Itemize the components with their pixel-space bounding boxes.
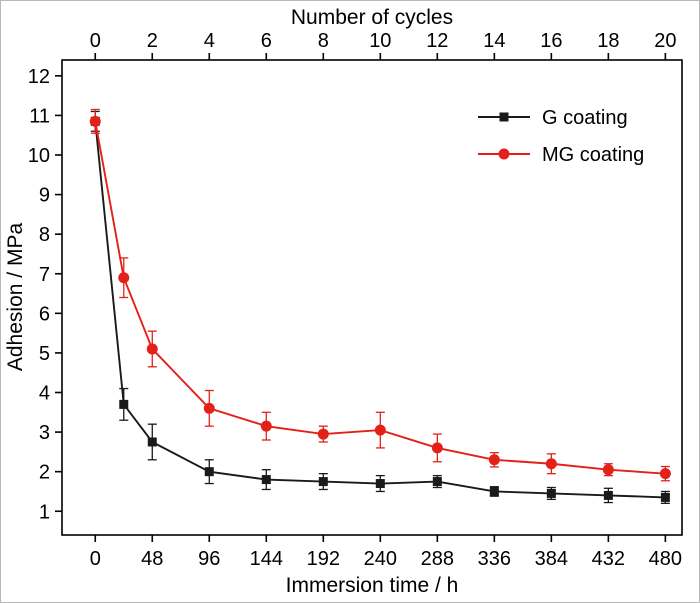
y-tick-label: 11 xyxy=(29,105,50,127)
legend-label: MG coating xyxy=(542,144,644,166)
data-point-marker xyxy=(119,399,129,409)
x-tick-label: 0 xyxy=(90,548,101,570)
y-axis-title: Adhesion / MPa xyxy=(4,223,27,372)
data-point-marker xyxy=(603,490,613,500)
data-point-marker xyxy=(203,402,215,414)
x-tick-label: 192 xyxy=(307,548,340,570)
legend-marker xyxy=(498,148,510,160)
y-tick-label: 6 xyxy=(39,303,50,325)
y-tick-label: 7 xyxy=(39,264,50,286)
top-tick-label: 18 xyxy=(597,30,619,52)
x-tick-label: 432 xyxy=(592,548,625,570)
data-point-marker xyxy=(374,424,386,436)
data-point-marker xyxy=(432,477,442,487)
data-point-marker xyxy=(546,488,556,498)
data-point-marker xyxy=(545,458,557,470)
data-point-marker xyxy=(147,437,157,447)
x-tick-label: 48 xyxy=(141,548,163,570)
x-tick-label: 240 xyxy=(364,548,397,570)
top-tick-label: 16 xyxy=(540,30,562,52)
data-point-marker xyxy=(318,477,328,487)
data-point-marker xyxy=(89,115,101,127)
x-axis-title: Immersion time / h xyxy=(286,574,459,597)
series-line xyxy=(94,121,666,475)
data-point-marker xyxy=(489,486,499,496)
x-tick-label: 288 xyxy=(421,548,454,570)
y-tick-label: 2 xyxy=(39,462,50,484)
top-tick-label: 10 xyxy=(369,30,391,52)
legend-label: G coating xyxy=(542,107,628,129)
x-tick-label: 384 xyxy=(535,548,568,570)
top-tick-label: 20 xyxy=(654,30,676,52)
top-tick-label: 4 xyxy=(204,30,215,52)
top-tick-label: 12 xyxy=(426,30,448,52)
top-tick-label: 8 xyxy=(318,30,329,52)
data-point-marker xyxy=(488,454,500,466)
data-point-marker xyxy=(261,475,271,485)
x-tick-label: 96 xyxy=(198,548,220,570)
top-tick-label: 2 xyxy=(147,30,158,52)
top-axis-title: Number of cycles xyxy=(291,6,453,29)
y-tick-label: 9 xyxy=(39,185,50,207)
data-point-marker xyxy=(146,343,158,355)
y-tick-label: 5 xyxy=(39,343,50,365)
y-tick-label: 10 xyxy=(28,145,50,167)
data-point-marker xyxy=(118,272,130,284)
top-tick-label: 14 xyxy=(483,30,505,52)
series-line xyxy=(94,121,666,499)
legend-marker xyxy=(499,112,509,122)
data-point-marker xyxy=(660,492,670,502)
plot-border xyxy=(61,59,683,536)
data-point-marker xyxy=(260,420,272,432)
y-tick-label: 1 xyxy=(39,501,50,523)
top-tick-label: 6 xyxy=(261,30,272,52)
x-tick-label: 144 xyxy=(250,548,283,570)
y-tick-label: 8 xyxy=(39,224,50,246)
top-tick-label: 0 xyxy=(90,30,101,52)
data-point-marker xyxy=(375,479,385,489)
x-tick-label: 480 xyxy=(649,548,682,570)
data-point-marker xyxy=(602,464,614,476)
y-tick-label: 3 xyxy=(39,422,50,444)
data-point-marker xyxy=(317,428,329,440)
y-tick-label: 12 xyxy=(28,66,50,88)
data-point-marker xyxy=(204,467,214,477)
x-tick-label: 336 xyxy=(478,548,511,570)
y-tick-label: 4 xyxy=(39,383,50,405)
data-point-marker xyxy=(431,442,443,454)
data-point-marker xyxy=(659,468,671,480)
